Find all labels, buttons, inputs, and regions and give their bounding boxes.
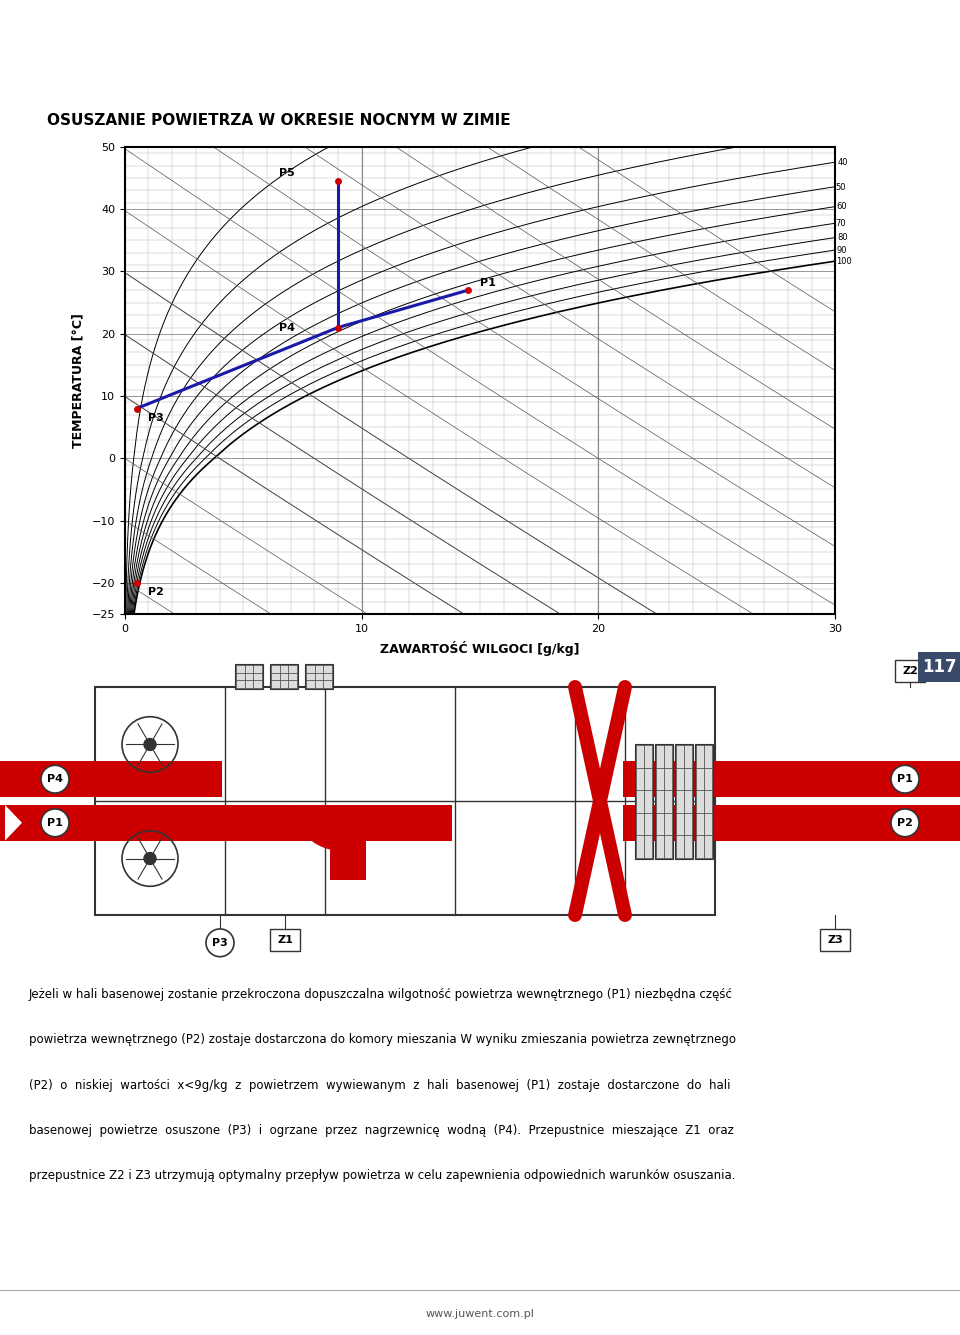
Text: P2: P2 — [149, 587, 164, 597]
Text: 70: 70 — [835, 219, 846, 228]
Text: powietrza wewnętrznego (P2) zostaje dostarczona do komory mieszania W wyniku zmi: powietrza wewnętrznego (P2) zostaje dost… — [29, 1033, 735, 1047]
Text: OSUSZANIE POWIETRZA W OKRESIE NOCNYM W ZIMIE: OSUSZANIE POWIETRZA W OKRESIE NOCNYM W Z… — [47, 113, 511, 128]
Bar — [97, 805, 452, 841]
Bar — [623, 805, 960, 841]
Text: 117: 117 — [922, 658, 956, 676]
Text: przepustnice Z2 i Z3 utrzymują optymalny przepływ powietrza w celu zapewnienia o: przepustnice Z2 i Z3 utrzymują optymalny… — [29, 1169, 735, 1183]
Text: Jeżeli w hali basenowej zostanie przekroczona dopuszczalna wilgotność powietrza : Jeżeli w hali basenowej zostanie przekro… — [29, 988, 732, 1001]
Text: P4: P4 — [47, 774, 63, 784]
Text: Z1: Z1 — [277, 934, 293, 945]
Bar — [710, 761, 715, 797]
Circle shape — [891, 809, 919, 837]
Circle shape — [41, 809, 69, 837]
Bar — [623, 761, 960, 797]
Text: P4: P4 — [278, 323, 295, 332]
Text: 90: 90 — [836, 246, 847, 255]
Text: P1: P1 — [480, 278, 496, 288]
Bar — [895, 661, 925, 682]
Bar — [305, 663, 333, 689]
Bar — [97, 761, 222, 797]
Polygon shape — [294, 805, 340, 850]
Bar — [635, 745, 653, 858]
Text: (P2)  o  niskiej  wartości  x<9g/kg  z  powietrzem  wywiewanym  z  hali  basenow: (P2) o niskiej wartości x<9g/kg z powiet… — [29, 1079, 731, 1092]
Polygon shape — [5, 805, 22, 841]
Text: P1: P1 — [47, 818, 63, 828]
Bar — [820, 929, 850, 951]
Text: CENTRALE BASENOWE CSB: CENTRALE BASENOWE CSB — [613, 25, 950, 44]
Text: 100: 100 — [835, 256, 852, 266]
Text: 50: 50 — [835, 183, 846, 192]
Bar — [918, 653, 960, 682]
Text: basenowej  powietrze  osuszone  (P3)  i  ogrzane  przez  nagrzewnicę  wodną  (P4: basenowej powietrze osuszone (P3) i ogrz… — [29, 1124, 733, 1137]
X-axis label: ZAWARTOŚĆ WILGOCI [g/kg]: ZAWARTOŚĆ WILGOCI [g/kg] — [380, 641, 580, 655]
Bar — [695, 745, 713, 858]
Text: P3: P3 — [149, 413, 164, 423]
Text: Z2: Z2 — [902, 666, 918, 676]
Circle shape — [144, 853, 156, 865]
Text: 80: 80 — [837, 234, 848, 242]
Bar — [270, 663, 298, 689]
Bar — [270, 929, 300, 951]
Bar — [330, 841, 366, 880]
Text: 60: 60 — [837, 202, 848, 211]
Text: ⟳ JUWENT: ⟳ JUWENT — [10, 25, 111, 44]
Y-axis label: TEMPERATURA [°C]: TEMPERATURA [°C] — [72, 312, 84, 449]
Text: P5: P5 — [278, 168, 295, 178]
Bar — [0, 805, 97, 841]
Circle shape — [891, 765, 919, 793]
Text: P2: P2 — [897, 818, 913, 828]
Text: Z3: Z3 — [828, 934, 843, 945]
Polygon shape — [0, 805, 97, 841]
Text: 40: 40 — [837, 158, 848, 167]
Bar — [710, 805, 715, 841]
Circle shape — [41, 765, 69, 793]
Bar — [95, 688, 715, 914]
Bar — [675, 745, 693, 858]
Text: P3: P3 — [212, 937, 228, 948]
Text: www.juwent.com.pl: www.juwent.com.pl — [425, 1310, 535, 1319]
Bar — [655, 745, 673, 858]
Bar — [0, 761, 97, 797]
Circle shape — [144, 738, 156, 750]
Bar — [235, 663, 263, 689]
Text: P1: P1 — [897, 774, 913, 784]
Circle shape — [206, 929, 234, 957]
